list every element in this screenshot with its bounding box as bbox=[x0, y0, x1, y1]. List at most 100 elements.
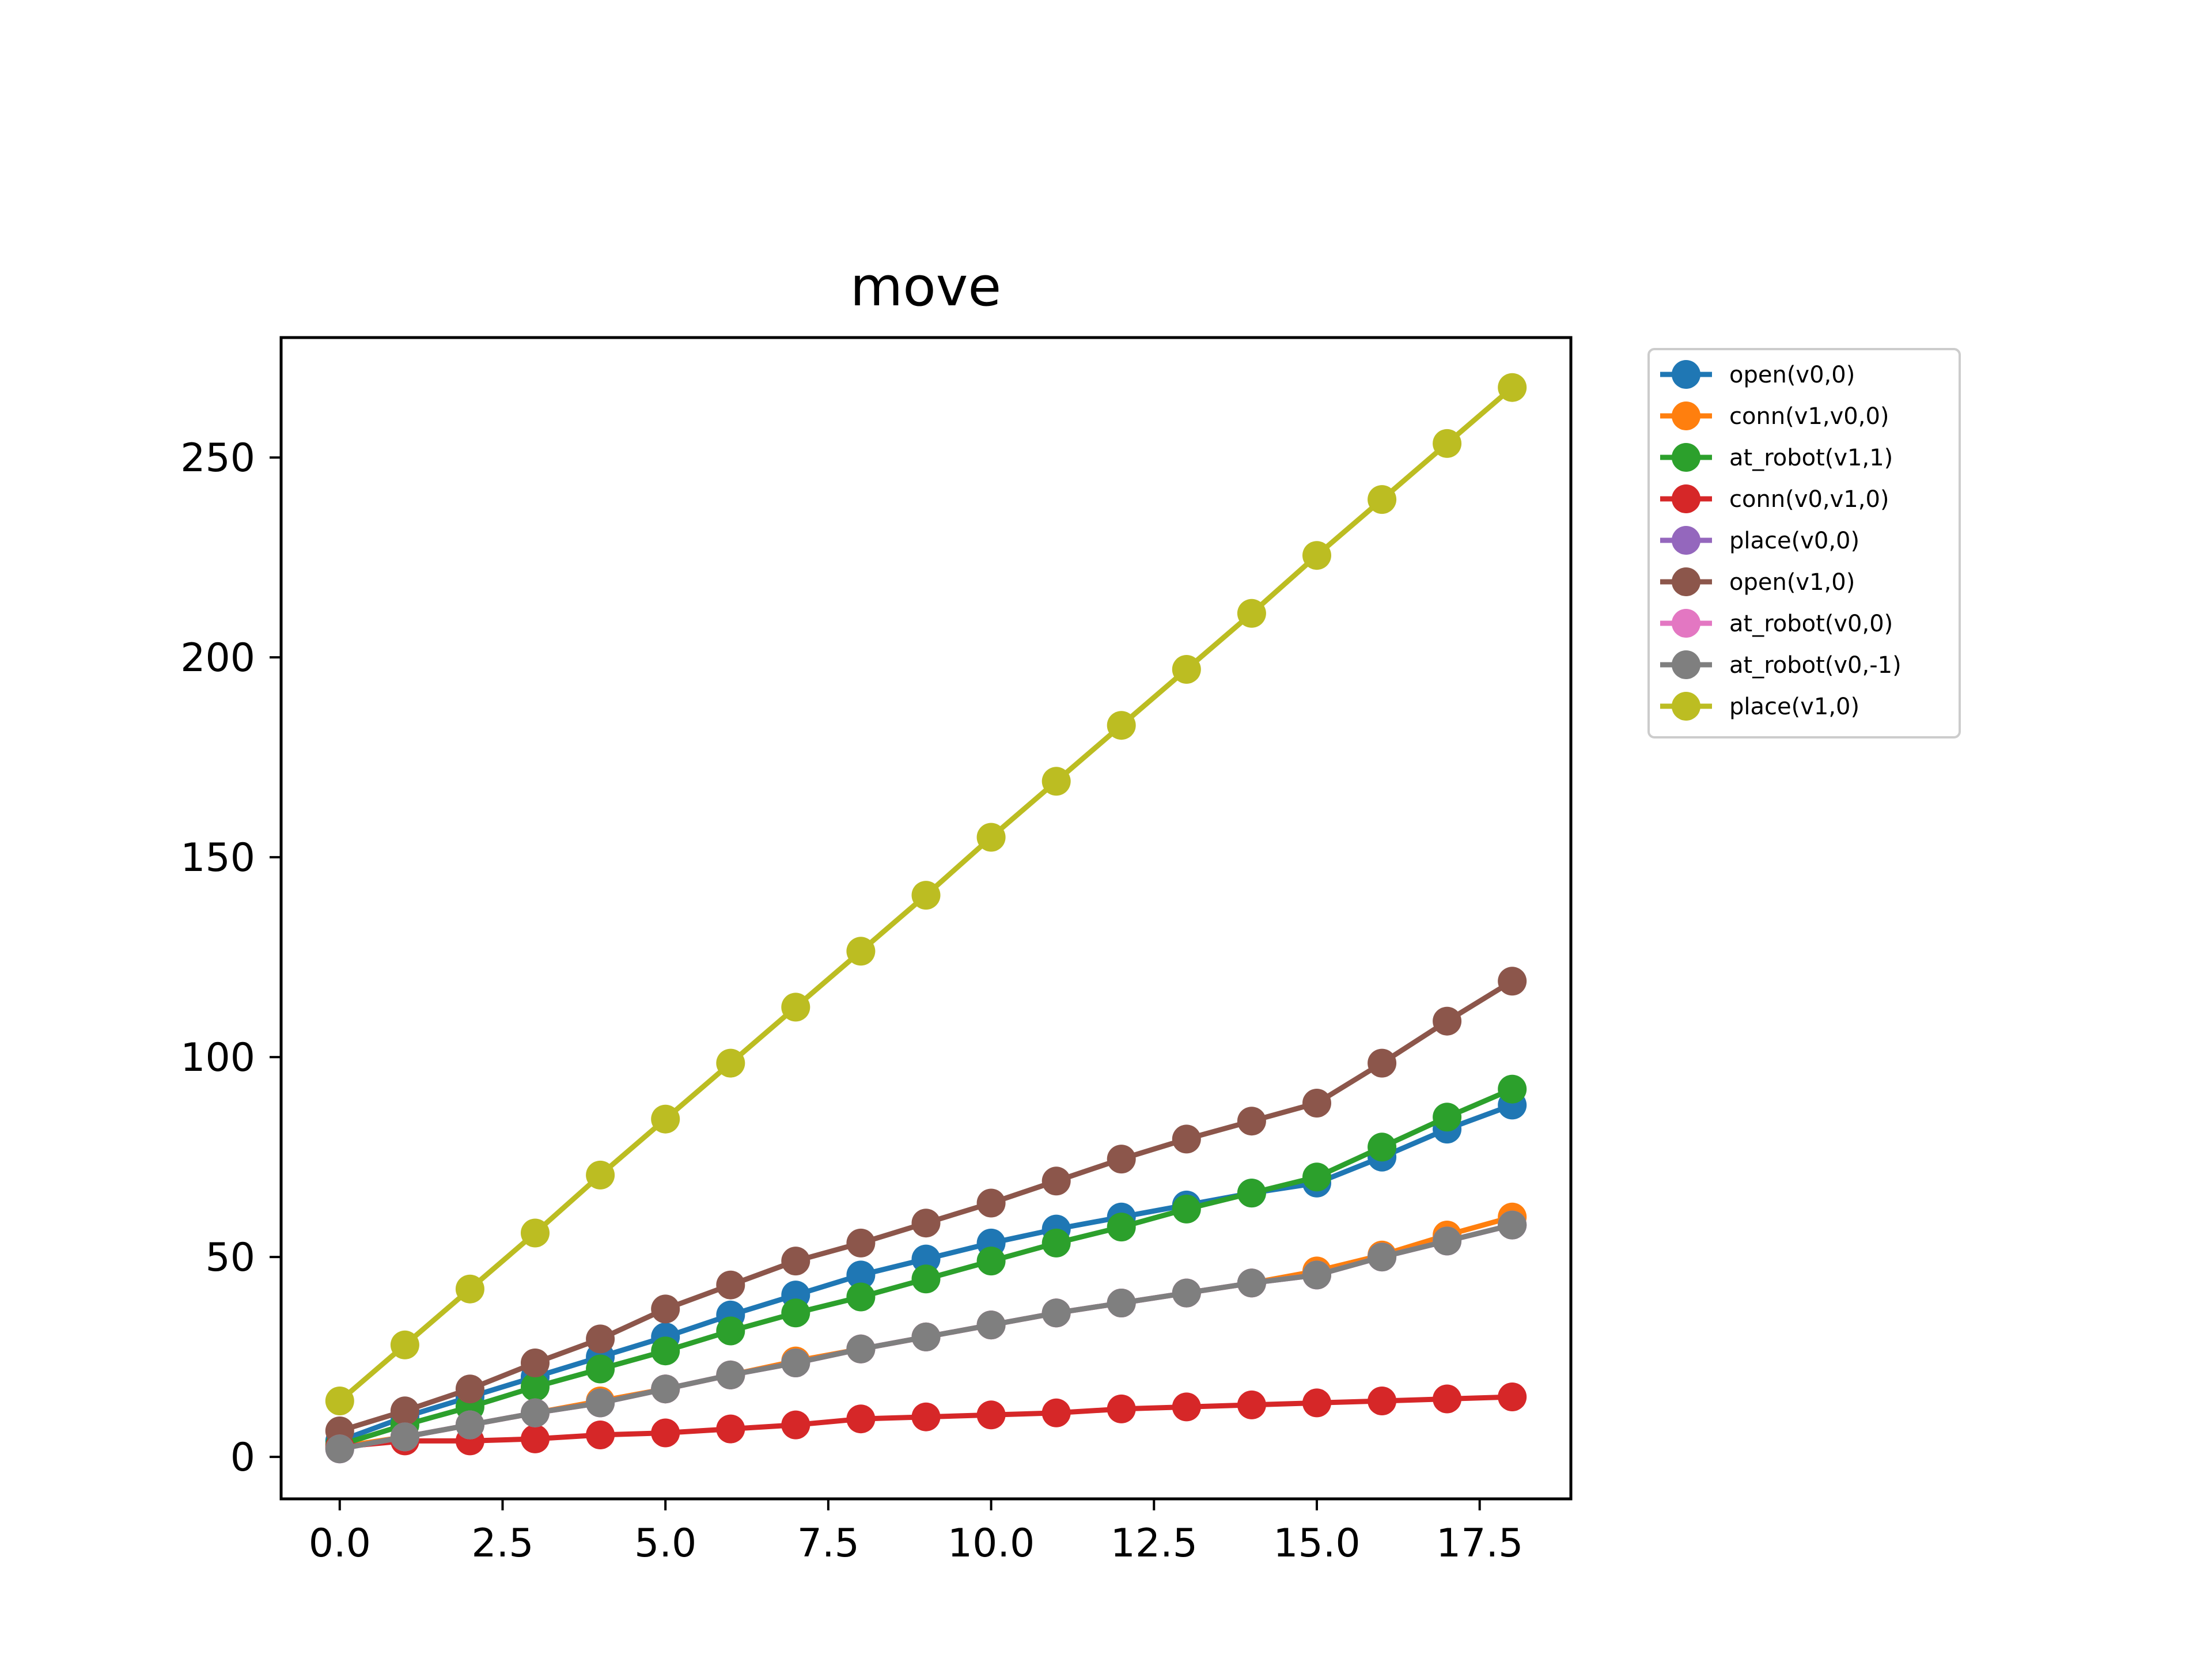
data-point bbox=[651, 1418, 680, 1448]
legend-label: at_robot(v1,1) bbox=[1729, 445, 1893, 471]
data-point bbox=[521, 1218, 550, 1248]
data-point bbox=[1172, 1194, 1201, 1224]
legend: open(v0,0) conn(v1,v0,0) at_robot(v1,1)con… bbox=[1647, 348, 1961, 738]
data-point bbox=[781, 993, 810, 1022]
data-point bbox=[1237, 599, 1266, 628]
data-point bbox=[1433, 429, 1462, 458]
data-point bbox=[390, 1396, 419, 1426]
data-point bbox=[325, 1434, 354, 1464]
data-point bbox=[911, 881, 941, 910]
data-point bbox=[1433, 1384, 1462, 1414]
data-point bbox=[1368, 1048, 1397, 1078]
data-point bbox=[846, 1260, 876, 1290]
data-point bbox=[781, 1410, 810, 1440]
data-point bbox=[911, 1209, 941, 1238]
data-point bbox=[1107, 1289, 1136, 1317]
legend-item: place(v0,0) bbox=[1660, 526, 1859, 555]
data-point bbox=[911, 1264, 941, 1294]
data-point bbox=[586, 1324, 615, 1354]
plot-area: 0.0 2.5 5.0 7.5 10.0 12.5 15.0 17.5 0 50 100 150 200… bbox=[180, 336, 1573, 1566]
data-point bbox=[716, 1360, 745, 1389]
data-point bbox=[1172, 1124, 1201, 1154]
data-point bbox=[1368, 1132, 1397, 1162]
data-point bbox=[781, 1298, 810, 1328]
data-point bbox=[846, 1228, 876, 1257]
data-point bbox=[521, 1349, 550, 1377]
y-tick-label: 250 bbox=[180, 435, 255, 481]
legend-label: place(v1,0) bbox=[1729, 694, 1859, 720]
data-point bbox=[1107, 1213, 1136, 1242]
data-point bbox=[846, 937, 876, 966]
legend-label: at_robot(v0,-1) bbox=[1729, 652, 1902, 679]
legend-marker bbox=[1672, 402, 1700, 430]
data-point bbox=[586, 1160, 615, 1190]
data-point bbox=[1172, 655, 1201, 684]
data-point bbox=[911, 1402, 941, 1431]
legend-label: open(v1,0) bbox=[1729, 569, 1855, 596]
data-point bbox=[1107, 1145, 1136, 1174]
data-point bbox=[521, 1398, 550, 1427]
data-point bbox=[1498, 1210, 1527, 1240]
data-point bbox=[1498, 1382, 1527, 1411]
data-point bbox=[651, 1294, 680, 1324]
data-point bbox=[1237, 1107, 1266, 1136]
legend-marker bbox=[1672, 484, 1700, 513]
data-point bbox=[1302, 1162, 1331, 1192]
data-point bbox=[1433, 1103, 1462, 1132]
data-point bbox=[1041, 767, 1071, 796]
legend-label: conn(v0,v1,0) bbox=[1729, 486, 1889, 513]
series-8 bbox=[325, 373, 1527, 1415]
data-point bbox=[1433, 1006, 1462, 1036]
data-point bbox=[846, 1404, 876, 1434]
x-tick-label: 17.5 bbox=[1436, 1521, 1523, 1566]
legend-marker bbox=[1672, 609, 1700, 638]
data-point bbox=[976, 823, 1006, 852]
legend-label: open(v0,0) bbox=[1729, 362, 1855, 388]
data-point bbox=[1368, 1387, 1397, 1415]
y-tick-label: 200 bbox=[180, 635, 255, 681]
x-tick-label: 5.0 bbox=[634, 1521, 696, 1566]
legend-item: open(v0,0) bbox=[1660, 360, 1855, 389]
data-point bbox=[1237, 1268, 1266, 1298]
data-point bbox=[651, 1374, 680, 1404]
data-point bbox=[1041, 1228, 1071, 1257]
data-point bbox=[1498, 373, 1527, 402]
data-point bbox=[911, 1244, 941, 1274]
data-point bbox=[846, 1282, 876, 1312]
data-point bbox=[1302, 541, 1331, 570]
x-tick-label: 7.5 bbox=[797, 1521, 859, 1566]
data-point bbox=[976, 1400, 1006, 1430]
series-7 bbox=[325, 1210, 1527, 1464]
y-tick-label: 0 bbox=[230, 1435, 255, 1480]
data-point bbox=[1041, 1298, 1071, 1328]
x-tick-label: 2.5 bbox=[471, 1521, 533, 1566]
legend-item: at_robot(v0,-1) bbox=[1660, 650, 1902, 679]
data-point bbox=[716, 1048, 745, 1078]
chart-title: move bbox=[850, 256, 1002, 319]
data-point bbox=[1172, 1392, 1201, 1422]
data-point bbox=[1172, 1278, 1201, 1308]
data-point bbox=[846, 1334, 876, 1363]
y-tick-label: 100 bbox=[180, 1035, 255, 1081]
data-point bbox=[716, 1316, 745, 1346]
data-point bbox=[716, 1270, 745, 1300]
data-point bbox=[1368, 485, 1397, 514]
data-point bbox=[911, 1322, 941, 1351]
x-tick-label: 15.0 bbox=[1273, 1521, 1360, 1566]
x-tick-label: 0.0 bbox=[309, 1521, 371, 1566]
data-point bbox=[586, 1421, 615, 1449]
data-point bbox=[1302, 1089, 1331, 1118]
legend-marker bbox=[1672, 650, 1700, 679]
x-tick-label: 12.5 bbox=[1111, 1521, 1198, 1566]
data-point bbox=[716, 1414, 745, 1444]
data-point bbox=[976, 1188, 1006, 1218]
legend-marker bbox=[1672, 526, 1700, 555]
legend-marker bbox=[1672, 567, 1700, 596]
data-point bbox=[976, 1247, 1006, 1276]
data-point bbox=[325, 1387, 354, 1415]
x-tick-label: 10.0 bbox=[948, 1521, 1035, 1566]
data-point bbox=[455, 1374, 484, 1404]
data-point bbox=[1498, 967, 1527, 996]
